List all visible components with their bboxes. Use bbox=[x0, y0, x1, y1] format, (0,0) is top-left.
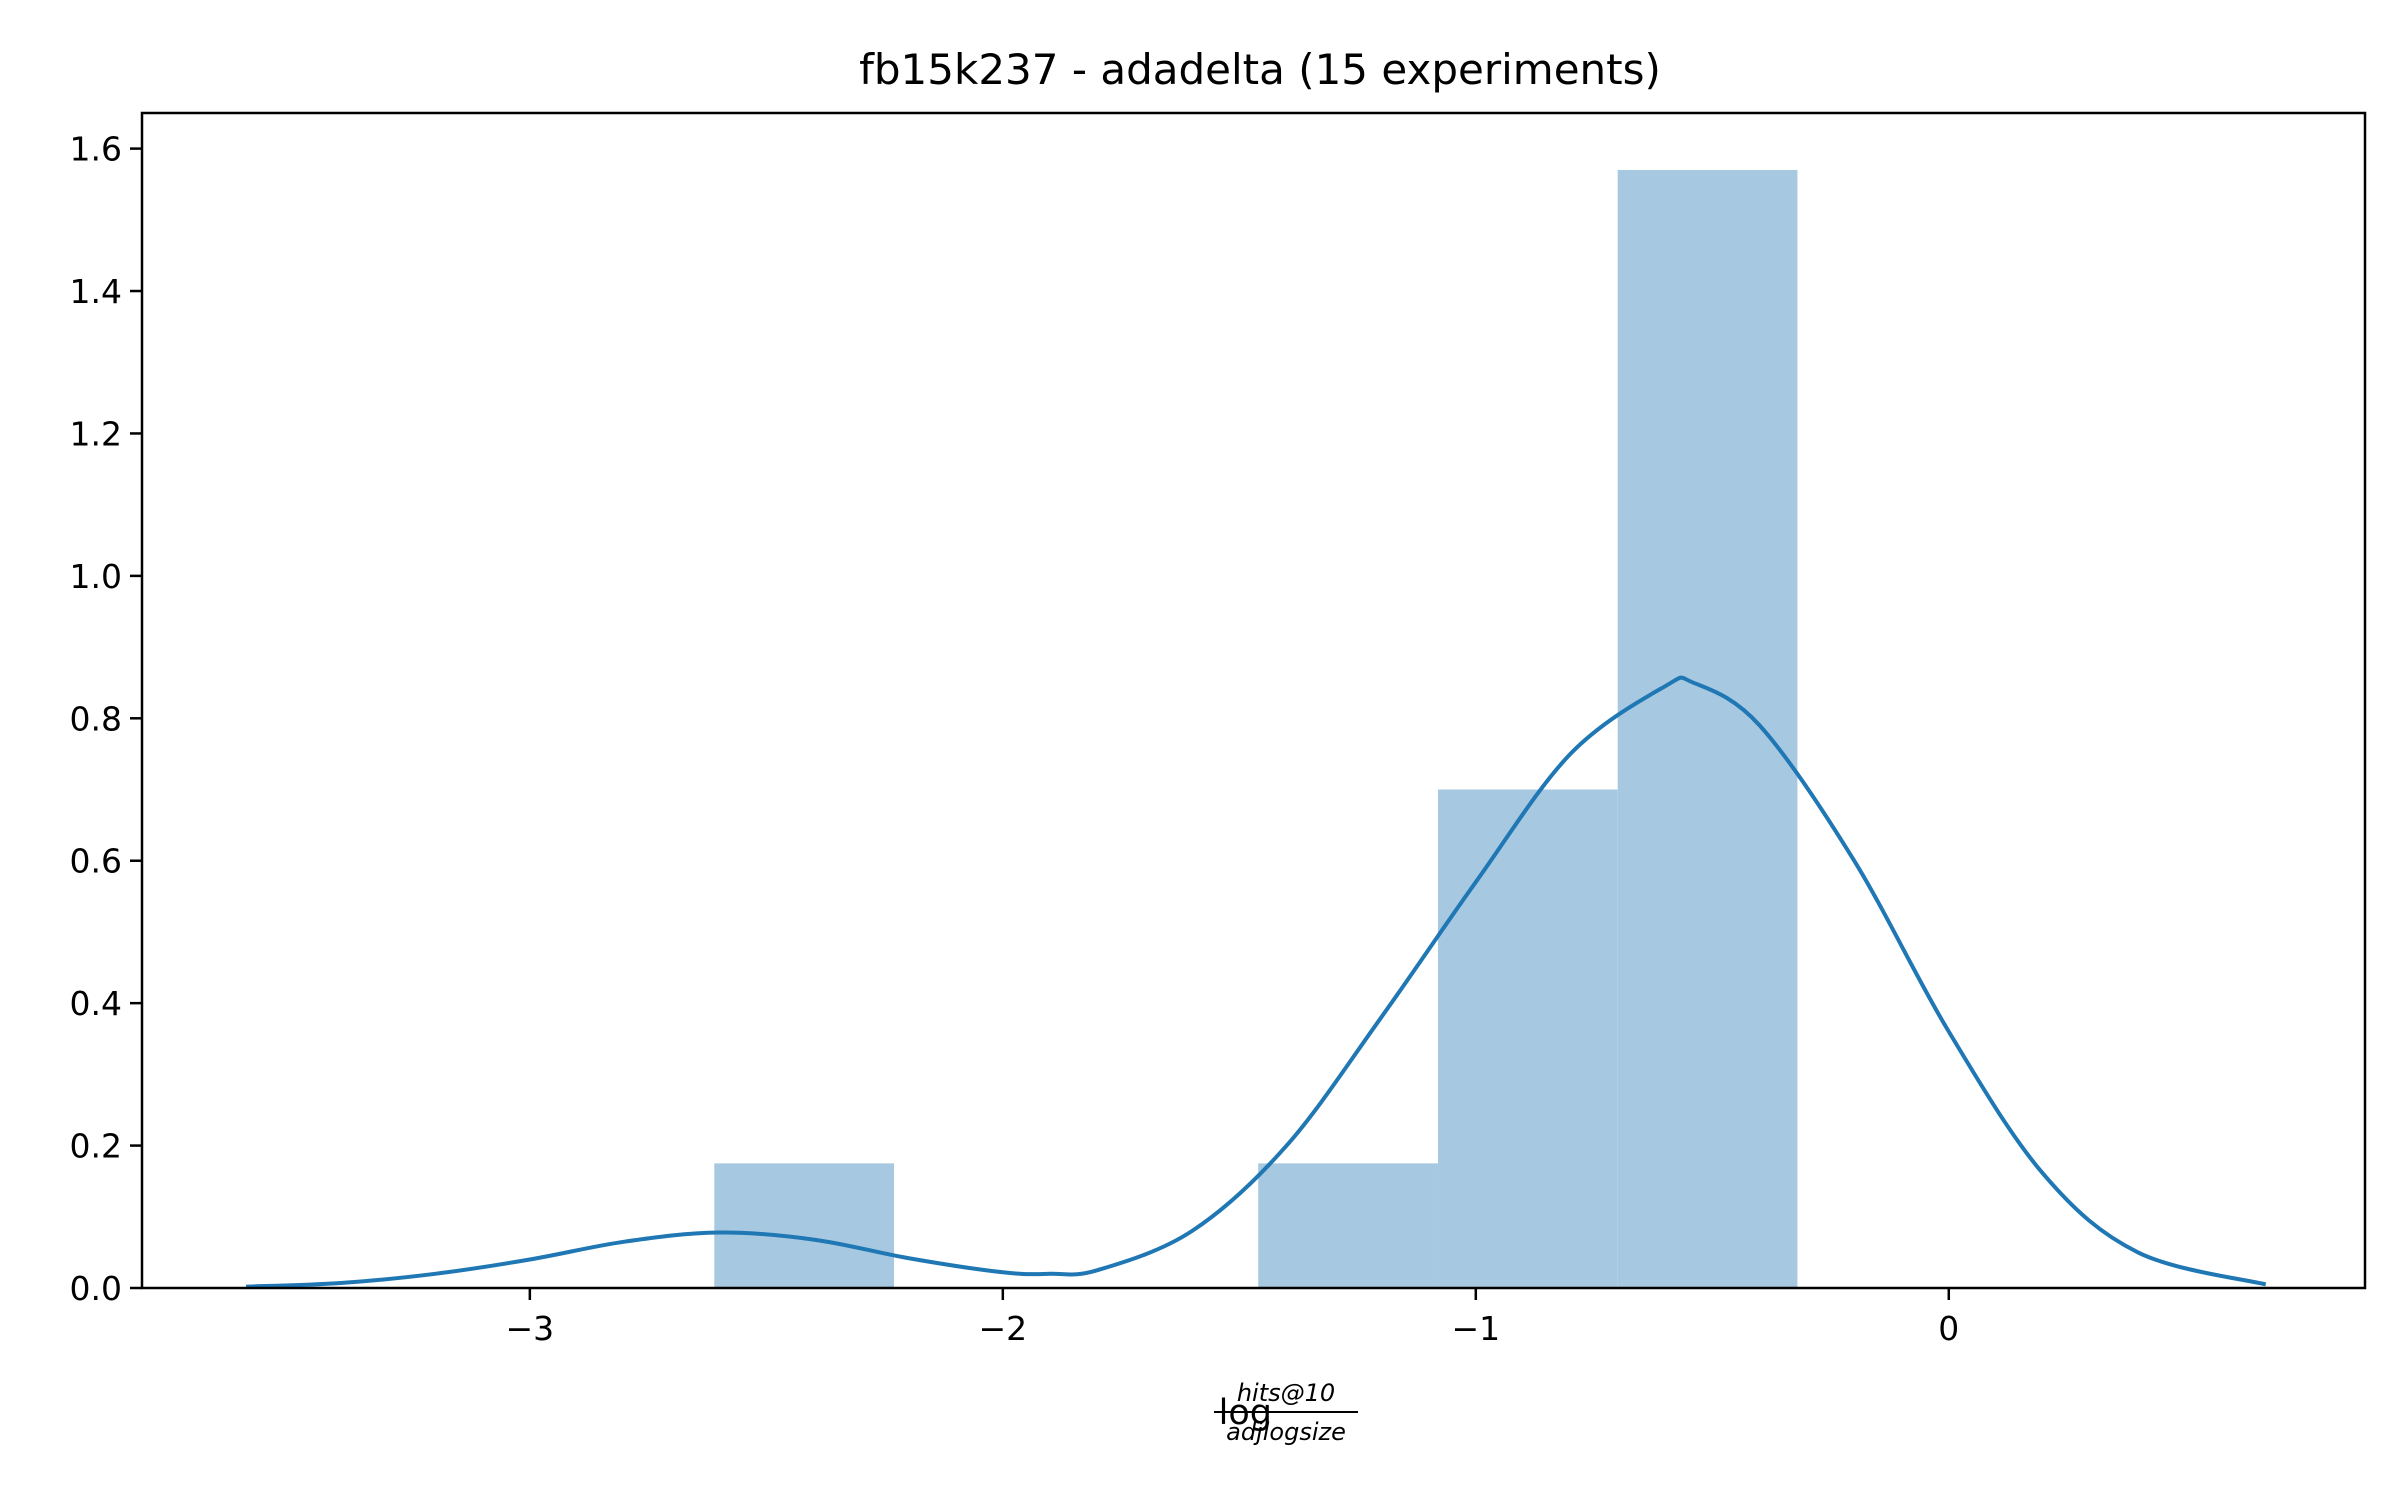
y-tick-label: 1.6 bbox=[70, 130, 122, 169]
y-tick-label: 0.2 bbox=[70, 1127, 122, 1166]
y-tick-label: 0.6 bbox=[70, 842, 122, 881]
histogram-bar-3 bbox=[1437, 789, 1618, 1288]
chart-title: fb15k237 - adadelta (15 experiments) bbox=[859, 45, 1661, 94]
x-tick-label: 0 bbox=[1938, 1309, 1959, 1348]
y-tick-label: 1.2 bbox=[70, 414, 122, 453]
y-tick-label: 1.4 bbox=[70, 272, 122, 311]
y-axis-ticks: 0.0 0.2 0.4 0.6 0.8 1.0 1.2 1.4 1.6 bbox=[70, 130, 142, 1308]
y-tick-label: 0.4 bbox=[70, 984, 122, 1023]
y-tick-label: 0.8 bbox=[70, 699, 122, 738]
x-tick-label: −2 bbox=[978, 1309, 1027, 1348]
histogram-bar-4 bbox=[1617, 169, 1798, 1288]
x-axis-label-denominator: adjlogsize bbox=[1226, 1418, 1346, 1446]
x-axis-label-numerator: hits@10 bbox=[1237, 1379, 1335, 1407]
histogram-bars bbox=[714, 169, 1798, 1288]
plot-area-frame bbox=[140, 111, 2367, 1290]
histogram-bar-2 bbox=[1258, 1163, 1438, 1288]
x-axis-label: log hits@10 adjlogsize bbox=[1214, 1379, 1358, 1446]
x-tick-label: −1 bbox=[1451, 1309, 1500, 1348]
y-tick-label: 1.0 bbox=[70, 557, 122, 596]
x-axis-ticks: −3 −2 −1 0 bbox=[506, 1288, 1959, 1348]
kde-curve bbox=[246, 675, 2267, 1289]
histogram-bar-1 bbox=[714, 1163, 895, 1288]
x-tick-label: −3 bbox=[506, 1309, 555, 1348]
y-tick-label: 0.0 bbox=[70, 1269, 122, 1308]
